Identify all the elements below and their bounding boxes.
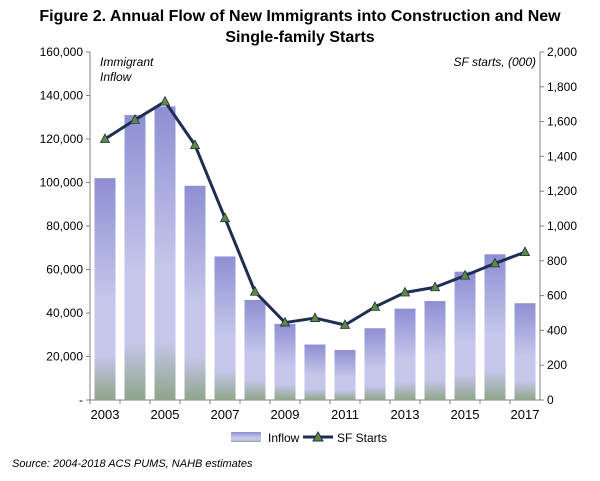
sf-starts-marker-2010 xyxy=(309,312,321,322)
legend-inflow-swatch xyxy=(231,432,261,442)
left-axis-title-line1: Immigrant xyxy=(100,55,154,69)
sf-starts-marker-2011 xyxy=(339,319,351,329)
sf-starts-marker-2007 xyxy=(219,212,231,223)
sf-starts-line xyxy=(99,95,531,329)
inflow-bar-2005 xyxy=(154,106,176,400)
sf-starts-marker-2012 xyxy=(369,301,381,311)
right-axis-tick-label: 1,800 xyxy=(547,80,577,94)
x-tick-label-2011: 2011 xyxy=(331,407,359,422)
x-tick-label-2017: 2017 xyxy=(511,407,540,422)
inflow-bar-2009 xyxy=(274,323,296,400)
left-axis-tick-label: 80,000 xyxy=(46,219,83,233)
axis-tick-labels: - 20,000 40,000 60,000 80,000 100,000 120,000 1… xyxy=(40,45,578,422)
left-axis-tick-label: 120,000 xyxy=(40,132,84,146)
inflow-bar-2007 xyxy=(214,256,236,400)
right-axis-tick-label: 0 xyxy=(547,393,554,407)
right-axis-tick-label: 2,000 xyxy=(547,45,577,59)
inflow-bar-2015 xyxy=(454,271,476,400)
sf-starts-marker-2003 xyxy=(99,133,111,143)
left-axis-tick-label: 140,000 xyxy=(40,89,84,103)
inflow-bar-2010 xyxy=(304,344,326,400)
inflow-bar-2012 xyxy=(364,328,386,400)
sf-starts-marker-2014 xyxy=(429,281,441,292)
x-tick-label-2003: 2003 xyxy=(91,407,120,422)
inflow-bar-2016 xyxy=(484,254,506,400)
right-axis-tick-label: 400 xyxy=(547,323,567,337)
x-tick-label-2009: 2009 xyxy=(271,407,300,422)
left-axis-tick-label: 100,000 xyxy=(40,176,84,190)
legend: Inflow SF Starts xyxy=(231,430,387,445)
right-axis-tick-label: 1,400 xyxy=(547,149,577,163)
inflow-bars xyxy=(94,106,536,400)
left-axis-tick-label: 60,000 xyxy=(46,263,83,277)
inflow-bar-2006 xyxy=(184,185,206,400)
sf-starts-marker-2016 xyxy=(489,257,501,268)
legend-inflow-label: Inflow xyxy=(268,431,300,445)
right-axis-tick-label: 1,200 xyxy=(547,184,577,198)
right-axis-title: SF starts, (000) xyxy=(454,55,536,69)
legend-sf-starts-label: SF Starts xyxy=(337,431,387,445)
left-axis-tick-label: 160,000 xyxy=(40,45,84,59)
sf-starts-marker-2015 xyxy=(459,269,471,280)
inflow-bar-2011 xyxy=(334,349,356,400)
left-axis-tick-label: 40,000 xyxy=(46,306,83,320)
chart-title-line2: Single-family Starts xyxy=(225,29,375,46)
source-note: Source: 2004-2018 ACS PUMS, NAHB estimat… xyxy=(12,458,253,470)
sf-starts-marker-2008 xyxy=(249,285,261,296)
inflow-bar-2017 xyxy=(514,303,536,400)
sf-starts-marker-2013 xyxy=(399,286,411,297)
inflow-bar-2013 xyxy=(394,308,416,400)
inflow-bar-2004 xyxy=(124,115,146,400)
right-axis-tick-label: 1,600 xyxy=(547,115,577,129)
sf-starts-marker-2006 xyxy=(189,139,201,149)
right-axis-tick-label: 800 xyxy=(547,254,567,268)
inflow-bar-2014 xyxy=(424,301,446,400)
left-axis-tick-label: - xyxy=(79,393,83,407)
x-tick-label-2005: 2005 xyxy=(151,407,180,422)
sf-starts-marker-2017 xyxy=(519,246,531,257)
sf-starts-marker-2005 xyxy=(159,95,171,106)
sf-starts-marker-2004 xyxy=(129,114,141,124)
left-axis-tick-label: 20,000 xyxy=(46,350,83,364)
x-tick-label-2015: 2015 xyxy=(451,407,480,422)
chart-title-line1: Figure 2. Annual Flow of New Immigrants … xyxy=(39,8,561,25)
right-axis-tick-label: 1,000 xyxy=(547,219,577,233)
legend-sf-starts-marker xyxy=(312,430,324,442)
x-tick-label-2013: 2013 xyxy=(391,407,420,422)
x-tick-label-2007: 2007 xyxy=(211,407,240,422)
left-axis-title-line2: Inflow xyxy=(100,70,133,84)
chart-title: Figure 2. Annual Flow of New Immigrants … xyxy=(0,6,600,48)
sf-starts-marker-2009 xyxy=(279,316,291,327)
inflow-bar-2008 xyxy=(244,299,266,400)
right-axis-tick-label: 200 xyxy=(547,358,567,372)
inflow-bar-2003 xyxy=(94,178,116,400)
right-axis-tick-label: 600 xyxy=(547,289,567,303)
